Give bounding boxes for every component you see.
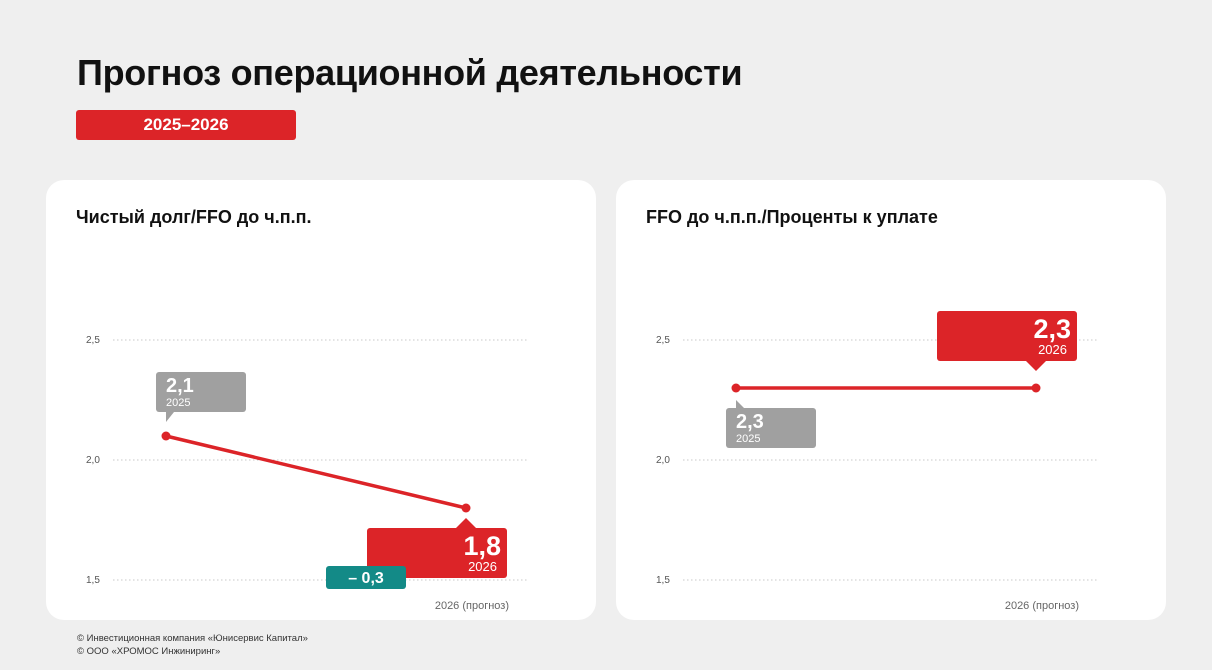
x-tick-label: 2026 (прогноз) bbox=[435, 600, 509, 612]
data-label: 2,1 bbox=[166, 375, 194, 397]
data-point bbox=[1031, 383, 1041, 393]
period-badge: 2025–2026 bbox=[76, 110, 296, 140]
copyright-line: © Инвестиционная компания «Юнисервис Кап… bbox=[77, 633, 308, 644]
data-point bbox=[731, 383, 741, 393]
page-title: Прогноз операционной деятельности bbox=[77, 52, 743, 93]
y-tick-label: 2,5 bbox=[86, 335, 100, 346]
callout-pointer bbox=[456, 518, 476, 528]
year-label: 2025 bbox=[166, 397, 190, 409]
forecast-callout bbox=[367, 528, 507, 578]
change-badge bbox=[326, 566, 406, 589]
series-line bbox=[164, 434, 468, 510]
change-badge-label: – 0,3 bbox=[348, 570, 384, 587]
base-callout bbox=[726, 408, 816, 448]
callout-pointer bbox=[736, 400, 744, 408]
ffo-interest-card: FFO до ч.п.п./Проценты к уплате 1,5 2,0 2,… bbox=[616, 180, 1166, 620]
data-point bbox=[461, 503, 471, 513]
forecast-callout bbox=[937, 311, 1077, 361]
base-callout bbox=[156, 372, 246, 412]
year-label: 2026 bbox=[468, 559, 497, 574]
y-tick-label: 1,5 bbox=[86, 575, 100, 586]
copyright-line: © ООО «ХРОМОС Инжиниринг» bbox=[77, 646, 221, 657]
data-label: 1,8 bbox=[463, 531, 501, 561]
callout-pointer bbox=[166, 412, 174, 422]
footer: © Инвестиционная компания «Юнисервис Кап… bbox=[77, 632, 308, 658]
data-label: 2,3 bbox=[1033, 314, 1071, 344]
data-label: 2,3 bbox=[736, 411, 764, 433]
chart-title: FFO до ч.п.п./Проценты к уплате bbox=[646, 207, 938, 227]
callout-pointer bbox=[1026, 361, 1046, 371]
y-tick-label: 2,5 bbox=[656, 335, 670, 346]
net-debt-ffo-card: Чистый долг/FFO до ч.п.п. 1,5 2,0 2,5 2026 … bbox=[46, 180, 596, 620]
y-tick-label: 2,0 bbox=[86, 455, 100, 466]
year-label: 2025 bbox=[736, 433, 760, 445]
y-tick-label: 1,5 bbox=[656, 575, 670, 586]
year-label: 2026 bbox=[1038, 342, 1067, 357]
x-tick-label: 2026 (прогноз) bbox=[1005, 600, 1079, 612]
y-tick-label: 2,0 bbox=[656, 455, 670, 466]
data-point bbox=[161, 431, 171, 441]
chart-title: Чистый долг/FFO до ч.п.п. bbox=[76, 207, 312, 227]
